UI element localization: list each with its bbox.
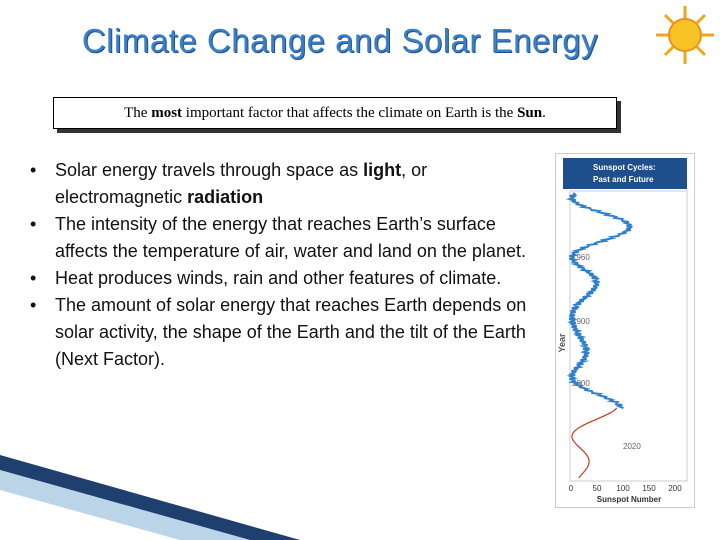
x-label: Sunspot Number: [597, 495, 661, 504]
text: The: [124, 105, 152, 121]
bullet: Solar energy travels through space as li…: [30, 157, 535, 211]
figure-title: Past and Future: [593, 175, 654, 184]
year-label: 2020: [623, 442, 641, 451]
slide-title: Climate Change and Solar Energy: [81, 22, 599, 59]
plot-area: [569, 190, 688, 482]
bullet: The intensity of the energy that reaches…: [30, 211, 535, 265]
banner: The most important factor that affects t…: [53, 97, 617, 129]
bullet: Heat produces winds, rain and other feat…: [30, 265, 535, 292]
figure-title: Sunspot Cycles:: [593, 163, 656, 172]
sun-icon: [656, 6, 714, 64]
year-label: 1960: [572, 253, 590, 262]
text: Sun: [517, 105, 543, 121]
x-tick-label: 100: [616, 484, 630, 493]
swoosh: [0, 470, 250, 540]
sunspot-figure: Sunspot Cycles: Past and Future Year 196…: [555, 153, 695, 508]
text: , or electromagnetic: [55, 160, 428, 207]
x-tick-label: 200: [668, 484, 682, 493]
figure-header: [563, 158, 687, 189]
y-label: Year: [557, 333, 567, 353]
text: most: [151, 105, 183, 121]
x-tick-label: 50: [593, 484, 602, 493]
swoosh: [0, 455, 300, 540]
bullet: The amount of solar energy that reaches …: [30, 292, 535, 373]
curve-illustration: [571, 407, 618, 479]
year-label: 1900: [572, 317, 590, 326]
text: .: [542, 105, 546, 121]
text: radiation: [187, 187, 264, 207]
x-tick-label: 0: [569, 484, 574, 493]
curve-illustration: [565, 192, 634, 409]
bullet-list: Solar energy travels through space as li…: [30, 157, 535, 373]
year-label: 2000: [572, 379, 590, 388]
text: Solar energy travels through space as: [55, 160, 364, 180]
text: light: [363, 160, 402, 180]
text: important factor that affects the climat…: [182, 105, 518, 121]
x-tick-label: 150: [642, 484, 656, 493]
